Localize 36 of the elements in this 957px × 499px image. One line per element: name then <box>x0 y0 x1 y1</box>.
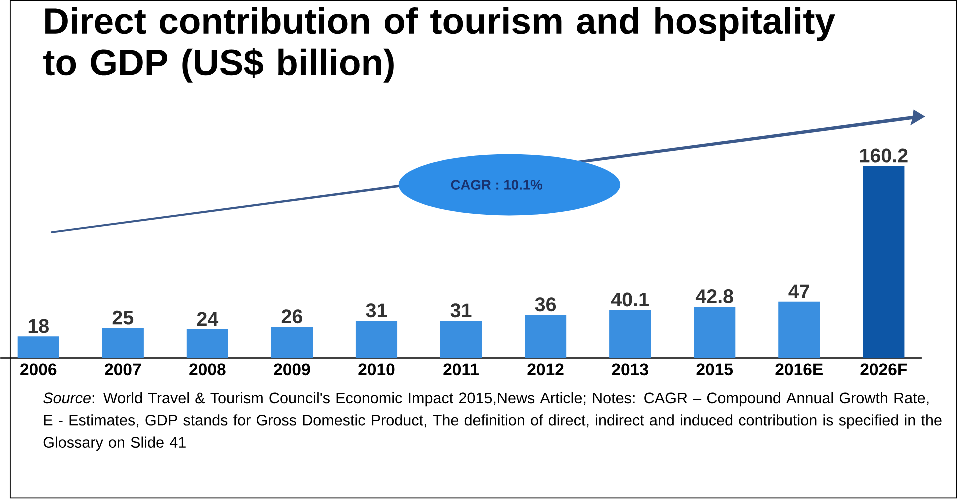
data-label: 160.2 <box>860 148 908 163</box>
data-label: 18 <box>28 319 49 334</box>
data-label: 25 <box>112 310 134 325</box>
bar <box>356 321 398 358</box>
bar <box>525 315 567 358</box>
data-label: 26 <box>282 310 302 324</box>
x-tick-label: 2012 <box>528 364 564 376</box>
bar <box>271 327 313 358</box>
x-tick-label: 2008 <box>190 364 226 376</box>
data-label: 31 <box>450 304 472 318</box>
data-label: 47 <box>788 284 810 299</box>
x-tick-label: 2015 <box>696 364 734 376</box>
bar <box>18 336 60 358</box>
bar <box>610 310 652 358</box>
bar <box>694 307 736 358</box>
x-tick-label: 2007 <box>105 364 142 376</box>
annotation: CAGR : 10.1% <box>451 180 542 190</box>
x-tick-label: 2009 <box>274 364 310 376</box>
bar <box>102 328 144 358</box>
bar <box>863 166 905 358</box>
bar <box>778 302 820 358</box>
bar <box>440 321 482 358</box>
data-label: 24 <box>197 312 219 326</box>
text: Source: World Travel & Tourism Council's Economic Impact 2015,News Article; Notes: CAGR – Compound Annual Growth Rate, E - Estimates, GDP stands for Gross Domestic Product, The definition of direct, indirect and induced contribution is specified in the Glossary on Slide 41 <box>44 392 942 452</box>
x-tick-label: 2026F <box>860 364 908 376</box>
x-tick-label: 2006 <box>20 364 57 376</box>
x-tick-label: 2013 <box>612 364 648 376</box>
data-label: 40.1 <box>611 292 649 307</box>
data-label: 36 <box>535 298 556 312</box>
data-label: 42.8 <box>696 290 734 304</box>
x-tick-label: 2010 <box>358 364 395 376</box>
data-label: 31 <box>366 304 388 318</box>
x-tick-label: 2011 <box>444 364 479 376</box>
bar <box>186 330 228 358</box>
x-tick-label: 2016E <box>776 364 823 376</box>
chart-title: Direct contribution of tourism and hospitality to GDP (US$ billion) <box>44 8 836 83</box>
